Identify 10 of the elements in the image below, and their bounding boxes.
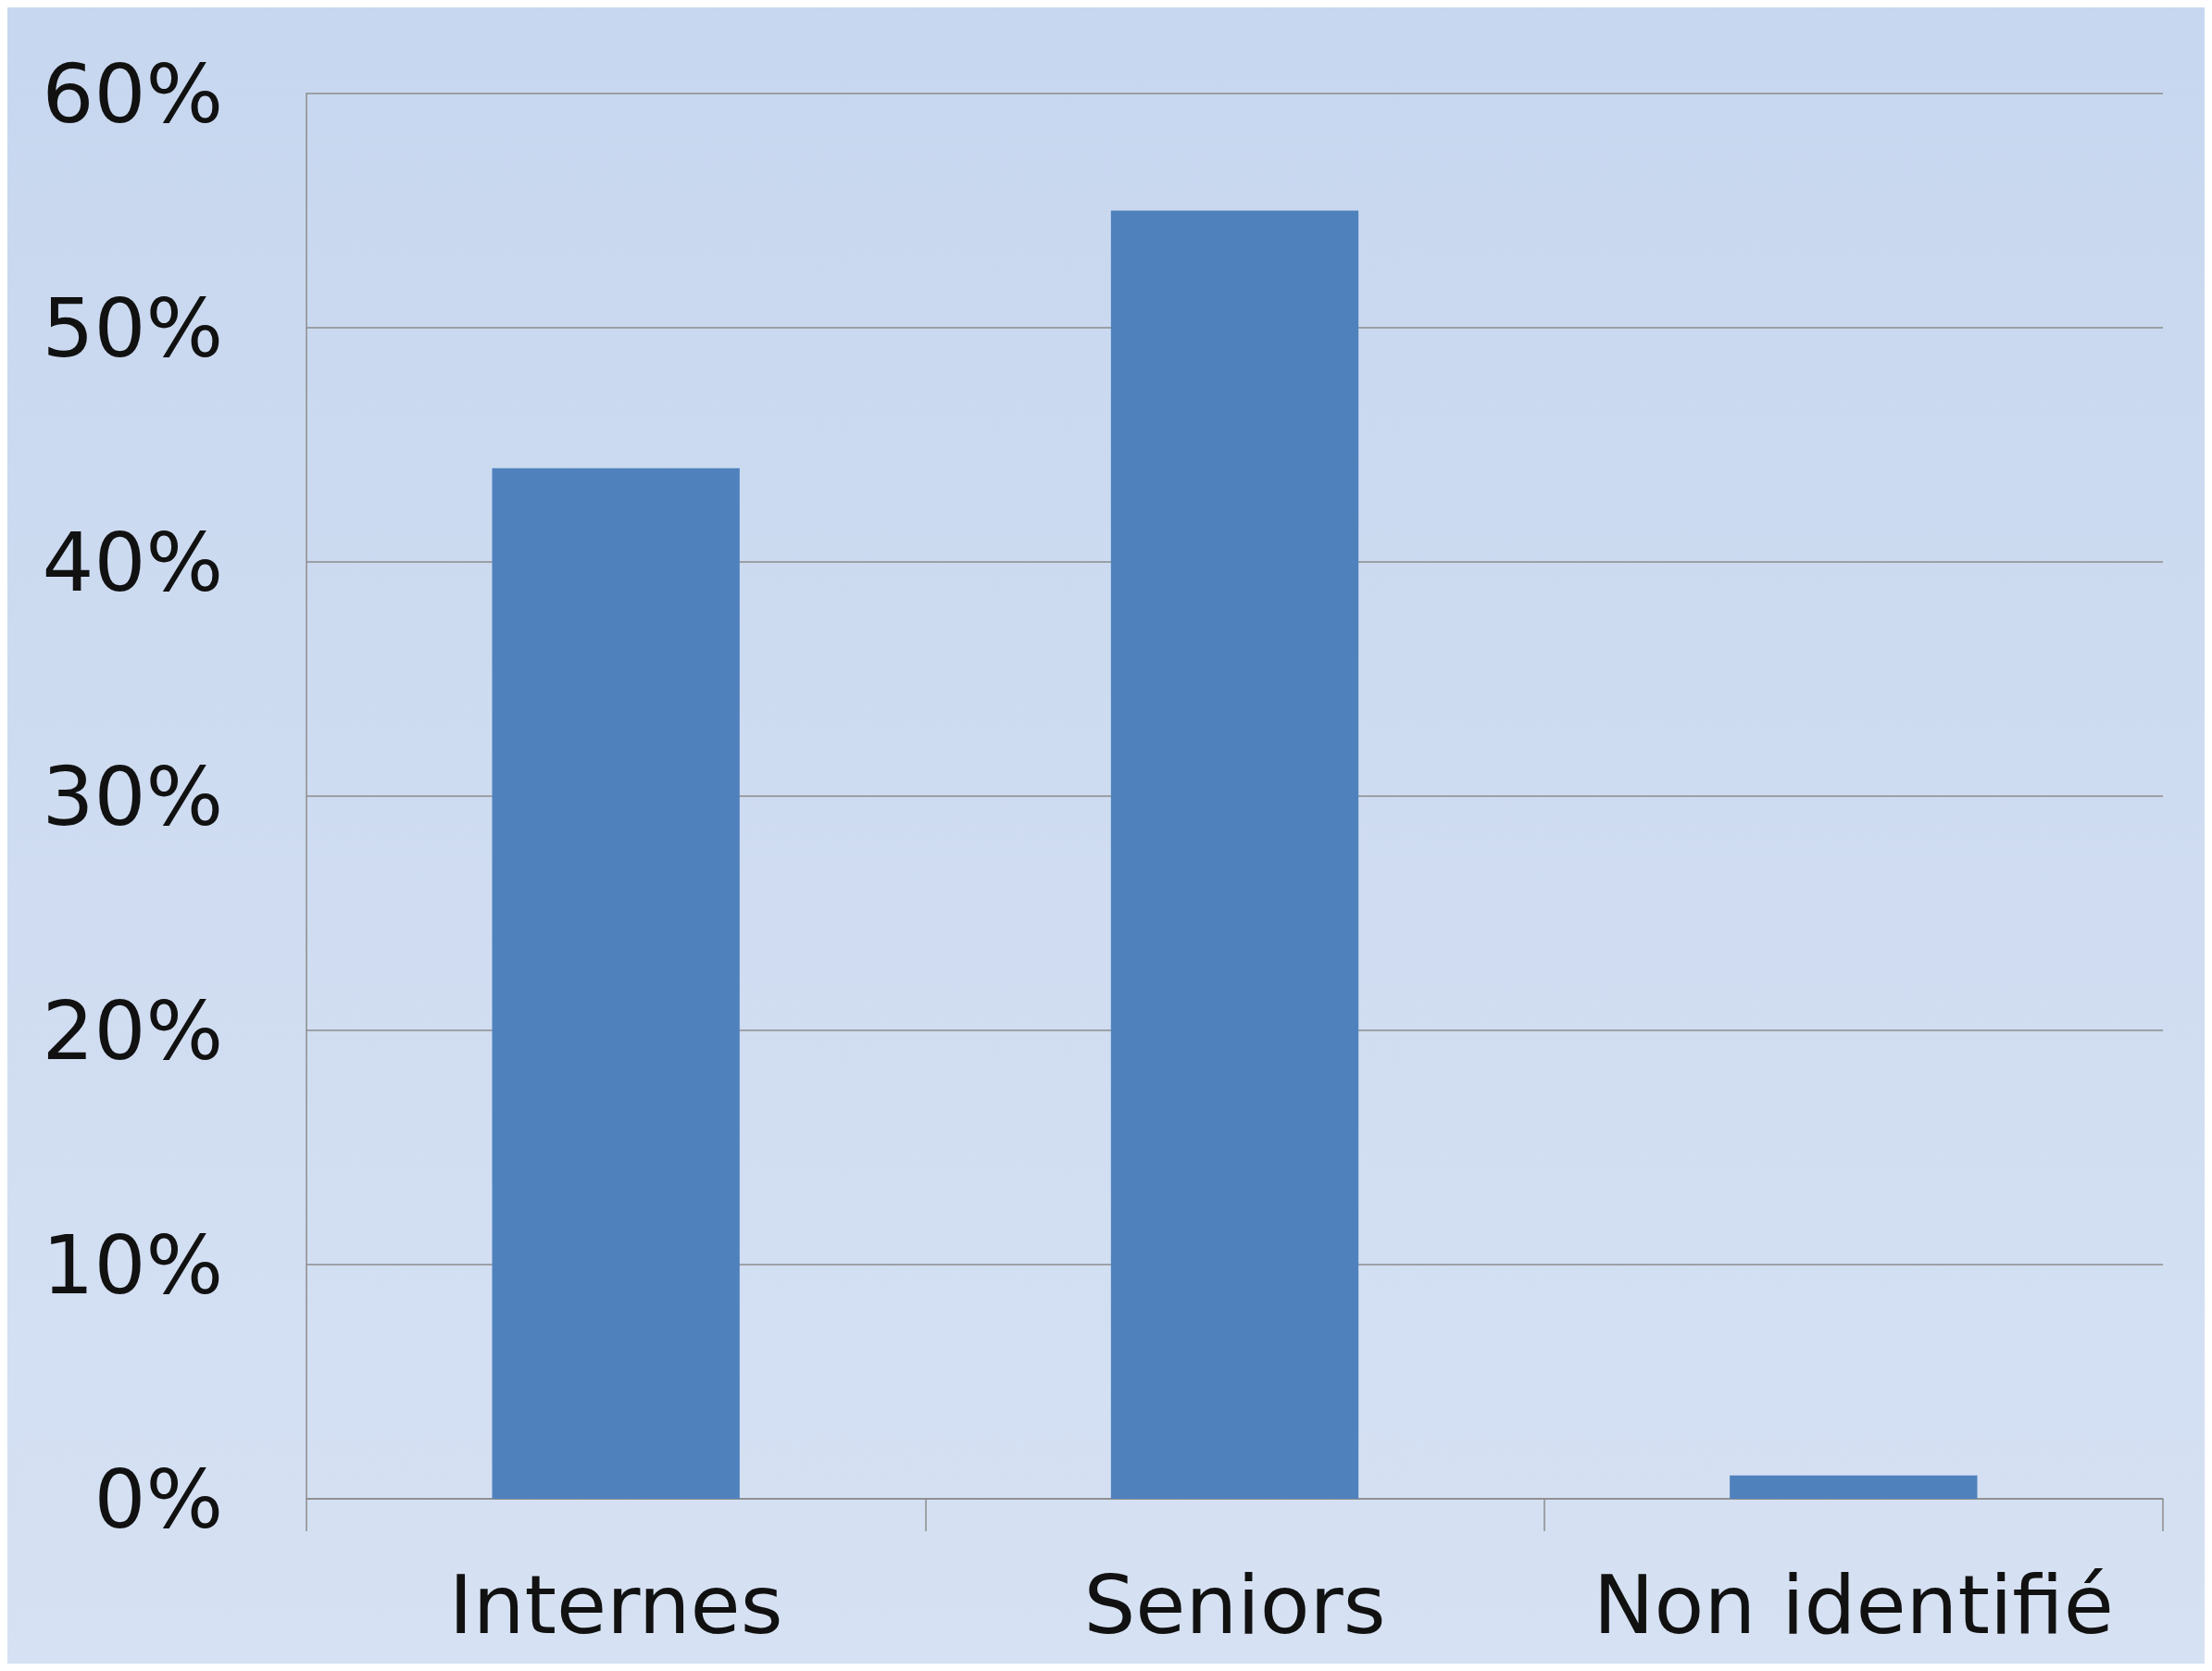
y-tick-label: 50% [42, 280, 223, 376]
x-tick-label: Non identifié [1593, 1556, 2114, 1652]
x-tick-label: Internes [448, 1556, 783, 1652]
y-tick-label: 0% [94, 1451, 223, 1547]
y-tick-label: 30% [42, 748, 223, 844]
y-tick-label: 40% [42, 514, 223, 610]
y-tick-label: 10% [42, 1216, 223, 1313]
y-tick-label: 20% [42, 982, 223, 1079]
x-tick-label: Seniors [1083, 1556, 1386, 1652]
y-tick-label: 60% [42, 45, 223, 142]
